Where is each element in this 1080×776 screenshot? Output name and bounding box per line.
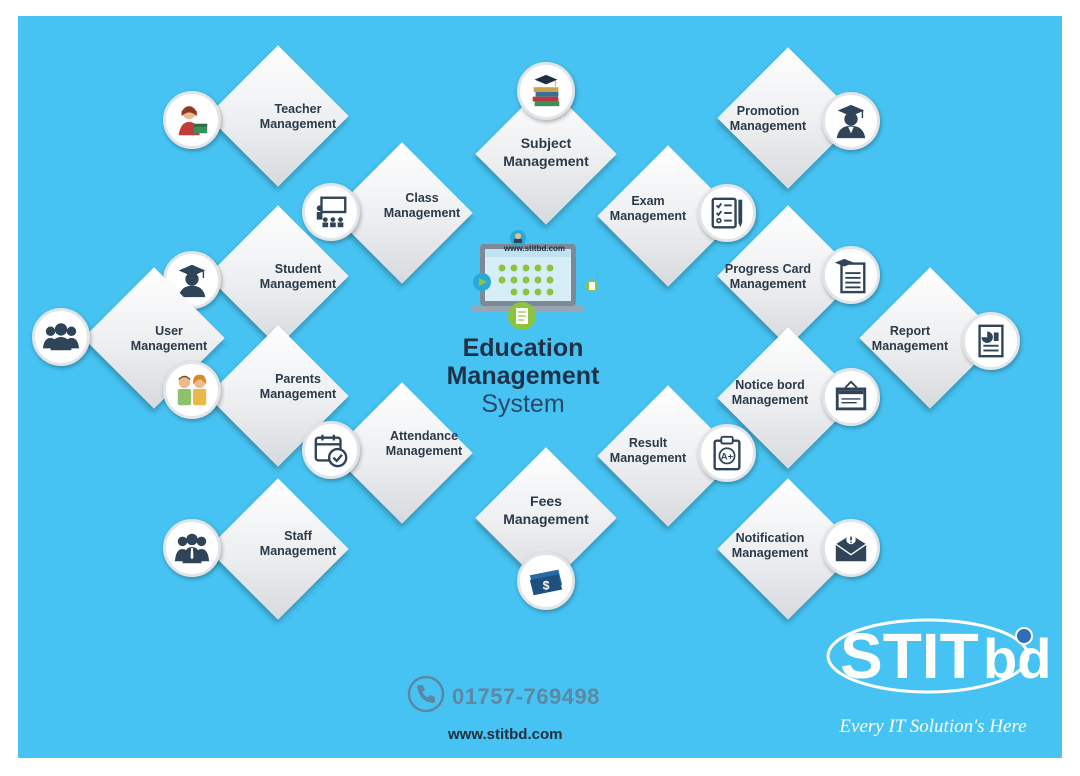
tile-user-management: User Management — [32, 267, 225, 409]
center-title-line1: Education — [462, 334, 584, 362]
tile-label-line2: Management — [871, 339, 949, 353]
tile-label-line1: Student — [274, 262, 322, 276]
tile-label-line1: Class — [405, 191, 439, 205]
tile-label-line2: Management — [503, 153, 589, 169]
screen-url: www.stitbd.com — [504, 244, 566, 253]
tile-label-line2: Management — [503, 511, 589, 527]
tile-label: Staff Management — [248, 529, 348, 559]
tagline: Every IT Solution's Here — [839, 716, 1027, 737]
tile-parents-management: Parents Management — [163, 325, 349, 467]
checklist-icon — [698, 184, 756, 242]
stitbd-logo: STIT bd — [818, 606, 1051, 746]
tile-label: Fees Management — [486, 492, 606, 528]
grade-clipboard-icon: A+ — [698, 424, 756, 482]
parents-icon — [163, 361, 221, 419]
tile-fees-management: Fees Management $ — [475, 447, 617, 610]
tile-label-line1: User — [155, 324, 183, 338]
report-chart-icon — [962, 312, 1020, 370]
tile-result-management: Result Management A+ — [597, 385, 756, 527]
tile-label: Exam Management — [598, 194, 698, 224]
tile-label: Student Management — [248, 262, 348, 292]
tile-label-line1: Staff — [284, 529, 312, 543]
phone-number: 01757-769498 — [452, 683, 600, 709]
tile-label: Notice bord Management — [718, 378, 822, 408]
tile-label-line1: Subject — [520, 135, 572, 151]
center-title-line2: Management — [446, 362, 600, 390]
calendar-check-icon — [302, 421, 360, 479]
tile-report-management: Report Management — [859, 267, 1020, 409]
tile-label-line2: Management — [259, 277, 337, 291]
tile-label-line2: Management — [259, 544, 337, 558]
tile-label: Class Management — [372, 191, 472, 221]
tile-label: User Management — [104, 324, 234, 354]
tile-label-line2: Management — [385, 444, 463, 458]
books-icon — [517, 62, 575, 120]
tile-progress-card-management: Progress Card Management — [717, 205, 880, 347]
tile-staff-management: Staff Management — [163, 478, 349, 620]
tile-label: Result Management — [598, 436, 698, 466]
report-card-icon — [822, 246, 880, 304]
svg-text:A+: A+ — [721, 452, 734, 463]
tile-notice-bord-management: Notice bord Management — [717, 327, 880, 469]
staff-icon — [163, 519, 221, 577]
tile-label: Progress Card Management — [714, 262, 822, 292]
classroom-icon — [302, 183, 360, 241]
tile-label-line1: Teacher — [274, 102, 322, 116]
tile-label: Parents Management — [248, 372, 348, 402]
users-icon — [32, 308, 90, 366]
tile-promotion-management: Promotion Management — [717, 47, 880, 189]
center-title: Education Management System — [418, 334, 628, 418]
tile-label: Notification Management — [718, 531, 822, 561]
tile-label-line2: Management — [130, 339, 208, 353]
tile-label-line1: Notice bord — [735, 378, 805, 392]
tile-label: Promotion Management — [718, 104, 818, 134]
svg-text:STIT: STIT — [840, 620, 979, 692]
tile-label: Report Management — [854, 324, 966, 354]
tile-label-line2: Management — [259, 117, 337, 131]
notice-board-icon — [822, 368, 880, 426]
graduate-cap-icon — [822, 92, 880, 150]
tile-label-line2: Management — [731, 546, 809, 560]
tile-label-line2: Management — [609, 451, 687, 465]
teacher-icon — [163, 91, 221, 149]
tile-class-management: Class Management — [302, 142, 473, 284]
website-url: www.stitbd.com — [448, 726, 563, 743]
phone-icon — [406, 674, 446, 719]
tile-label-line1: Exam — [631, 194, 665, 208]
tile-label: Subject Management — [486, 134, 606, 170]
tile-label: Teacher Management — [248, 102, 348, 132]
center-title-line3: System — [481, 390, 565, 418]
tile-label-line1: Fees — [530, 493, 562, 509]
tile-label-line1: Report — [889, 324, 931, 338]
center-laptop-illustration: www.stitbd.com — [458, 230, 598, 330]
tile-label-line1: Progress Card — [724, 262, 812, 276]
tile-teacher-management: Teacher Management — [163, 45, 349, 187]
tile-subject-management: Subject Management — [475, 62, 617, 225]
tile-label-line1: Promotion — [736, 104, 800, 118]
phone-row: 01757-769498 — [406, 674, 600, 719]
tile-label-line1: Parents — [275, 372, 321, 386]
tile-label-line2: Management — [609, 209, 687, 223]
tile-label-line2: Management — [729, 119, 807, 133]
svg-text:$: $ — [543, 579, 550, 593]
money-icon: $ — [517, 552, 575, 610]
tile-label: Attendance Management — [372, 429, 476, 459]
tile-exam-management: Exam Management — [597, 145, 756, 287]
tile-label-line2: Management — [383, 206, 461, 220]
tile-notification-management: Notification Management — [717, 478, 880, 620]
poster: Teacher Management Class Management Stud… — [18, 16, 1062, 758]
tile-label-line2: Management — [731, 393, 809, 407]
tile-label-line1: Result — [628, 436, 668, 450]
tile-label-line1: Attendance — [389, 429, 459, 443]
tile-attendance-management: Attendance Management — [302, 382, 473, 524]
tile-label-line1: Notification — [735, 531, 805, 545]
tile-label-line2: Management — [259, 387, 337, 401]
mail-alert-icon — [822, 519, 880, 577]
tile-label-line2: Management — [729, 277, 807, 291]
